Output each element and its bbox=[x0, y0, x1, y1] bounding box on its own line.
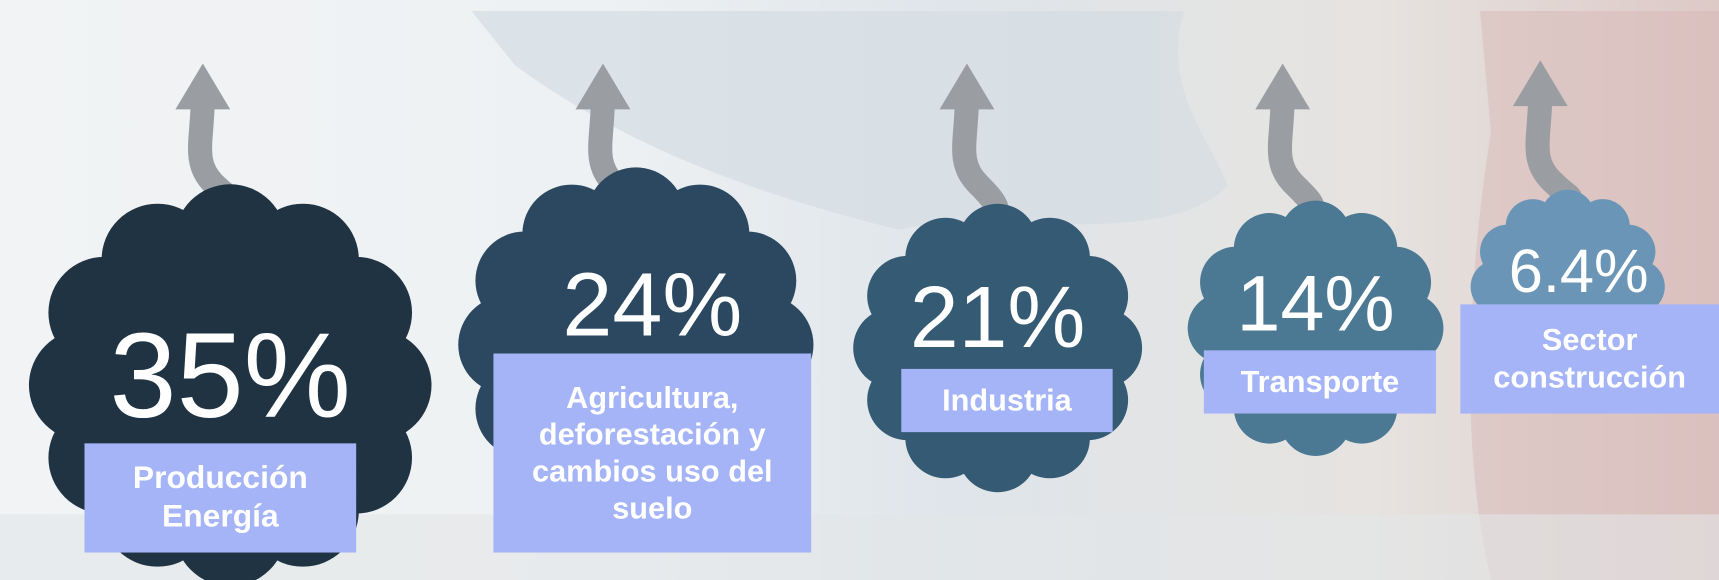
label-box: Agricultura, deforestación y cambios uso… bbox=[493, 353, 812, 553]
sector-label: Transporte bbox=[1203, 350, 1437, 414]
label-box: Industria bbox=[901, 368, 1113, 433]
arrow-head bbox=[1255, 63, 1311, 110]
arrow-head bbox=[939, 63, 995, 110]
arrow-head bbox=[1512, 60, 1568, 107]
arrow-head bbox=[575, 63, 631, 110]
sector-label: Industria bbox=[901, 368, 1113, 433]
percent-text: 24% bbox=[562, 256, 742, 356]
label-box: Producción Energía bbox=[84, 443, 357, 553]
sector-label: Producción Energía bbox=[84, 443, 357, 553]
emission-item: 24%Agricultura, deforestación y cambios … bbox=[458, 63, 814, 553]
emission-item: 21%Industria bbox=[853, 63, 1143, 493]
percent-text: 21% bbox=[910, 268, 1086, 366]
sector-label: Sector construcción bbox=[1460, 304, 1719, 414]
percent-text: 14% bbox=[1237, 260, 1395, 348]
emission-item: 14%Transporte bbox=[1187, 63, 1444, 456]
label-box: Sector construcción bbox=[1460, 304, 1719, 414]
percent-text: 35% bbox=[110, 308, 351, 443]
emission-item: 35%Producción Energía bbox=[28, 63, 432, 580]
percent-text: 6.4% bbox=[1509, 236, 1649, 305]
emission-item: 6.4%Sector construcción bbox=[1460, 60, 1719, 414]
sector-label: Agricultura, deforestación y cambios uso… bbox=[493, 353, 812, 553]
background-map bbox=[471, 10, 1228, 230]
label-box: Transporte bbox=[1203, 350, 1437, 414]
arrow-head bbox=[175, 63, 231, 110]
